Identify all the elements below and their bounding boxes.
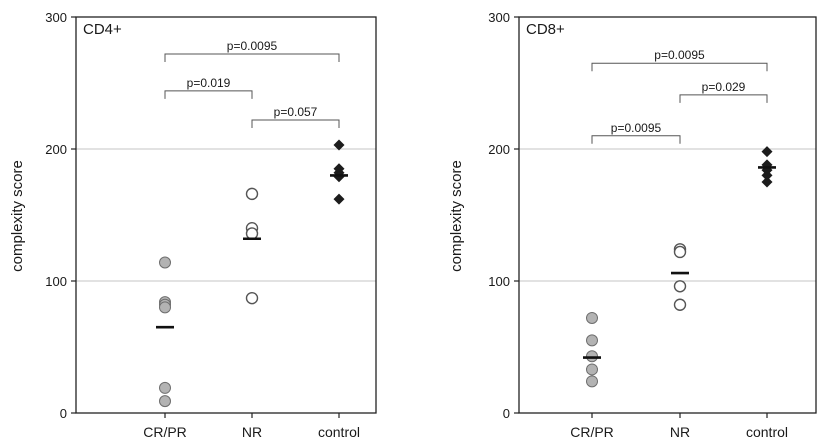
y-axis-label: complexity score — [448, 160, 465, 272]
data-point — [586, 334, 598, 347]
data-point — [333, 193, 345, 205]
data-point — [245, 187, 259, 201]
y-tick-label: 100 — [45, 274, 67, 289]
significance-bracket — [164, 53, 340, 62]
data-point — [159, 381, 171, 394]
data-point — [761, 176, 773, 188]
data-point — [245, 227, 259, 240]
data-point — [586, 311, 598, 324]
y-tick-label: 0 — [60, 406, 67, 421]
y-tick-label: 300 — [488, 10, 510, 25]
data-point — [333, 171, 345, 183]
significance-bracket — [591, 135, 681, 144]
panel-cd4: CD4+ complexity score 0 100 200 300 CR/PR NR c… — [9, 10, 377, 440]
plot-frame — [518, 16, 817, 414]
data-point — [586, 375, 598, 388]
data-point — [586, 363, 598, 376]
x-tick-label: control — [746, 424, 788, 440]
data-point — [673, 298, 687, 311]
significance-bracket — [679, 94, 768, 103]
y-tick-label: 200 — [488, 142, 510, 157]
data-point — [159, 256, 171, 269]
data-point — [761, 169, 773, 181]
panel-title: CD8+ — [526, 21, 565, 38]
y-tick-label: 300 — [45, 10, 67, 25]
x-tick-label: control — [318, 424, 360, 440]
plot-frame — [75, 16, 377, 414]
data-point — [673, 245, 687, 259]
y-tick-label: 200 — [45, 142, 67, 157]
x-tick-label: CR/PR — [570, 424, 614, 440]
significance-bracket — [164, 90, 253, 99]
y-axis-label: complexity score — [9, 160, 26, 272]
x-tick-label: NR — [242, 424, 262, 440]
significance-bracket — [591, 62, 768, 72]
data-point — [159, 395, 171, 408]
data-point — [333, 139, 345, 151]
p-value-label: p=0.0095 — [654, 48, 705, 62]
p-value-label: p=0.0095 — [227, 39, 278, 53]
y-tick-label: 0 — [503, 406, 510, 421]
data-point — [761, 146, 773, 158]
p-value-label: p=0.057 — [274, 105, 318, 119]
x-tick-label: NR — [670, 424, 690, 440]
panel-title: CD4+ — [83, 21, 122, 38]
data-point — [586, 350, 598, 363]
p-value-label: p=0.0095 — [611, 121, 662, 135]
data-point — [673, 280, 687, 293]
y-tick-label: 100 — [488, 274, 510, 289]
data-point — [245, 291, 259, 305]
data-point — [159, 301, 171, 314]
p-value-label: p=0.029 — [702, 80, 746, 94]
significance-bracket — [251, 119, 340, 128]
x-tick-label: CR/PR — [143, 424, 187, 440]
panel-cd8: CD8+ complexity score 0 100 200 300 CR/PR NR c… — [448, 10, 817, 440]
p-value-label: p=0.019 — [187, 76, 231, 90]
